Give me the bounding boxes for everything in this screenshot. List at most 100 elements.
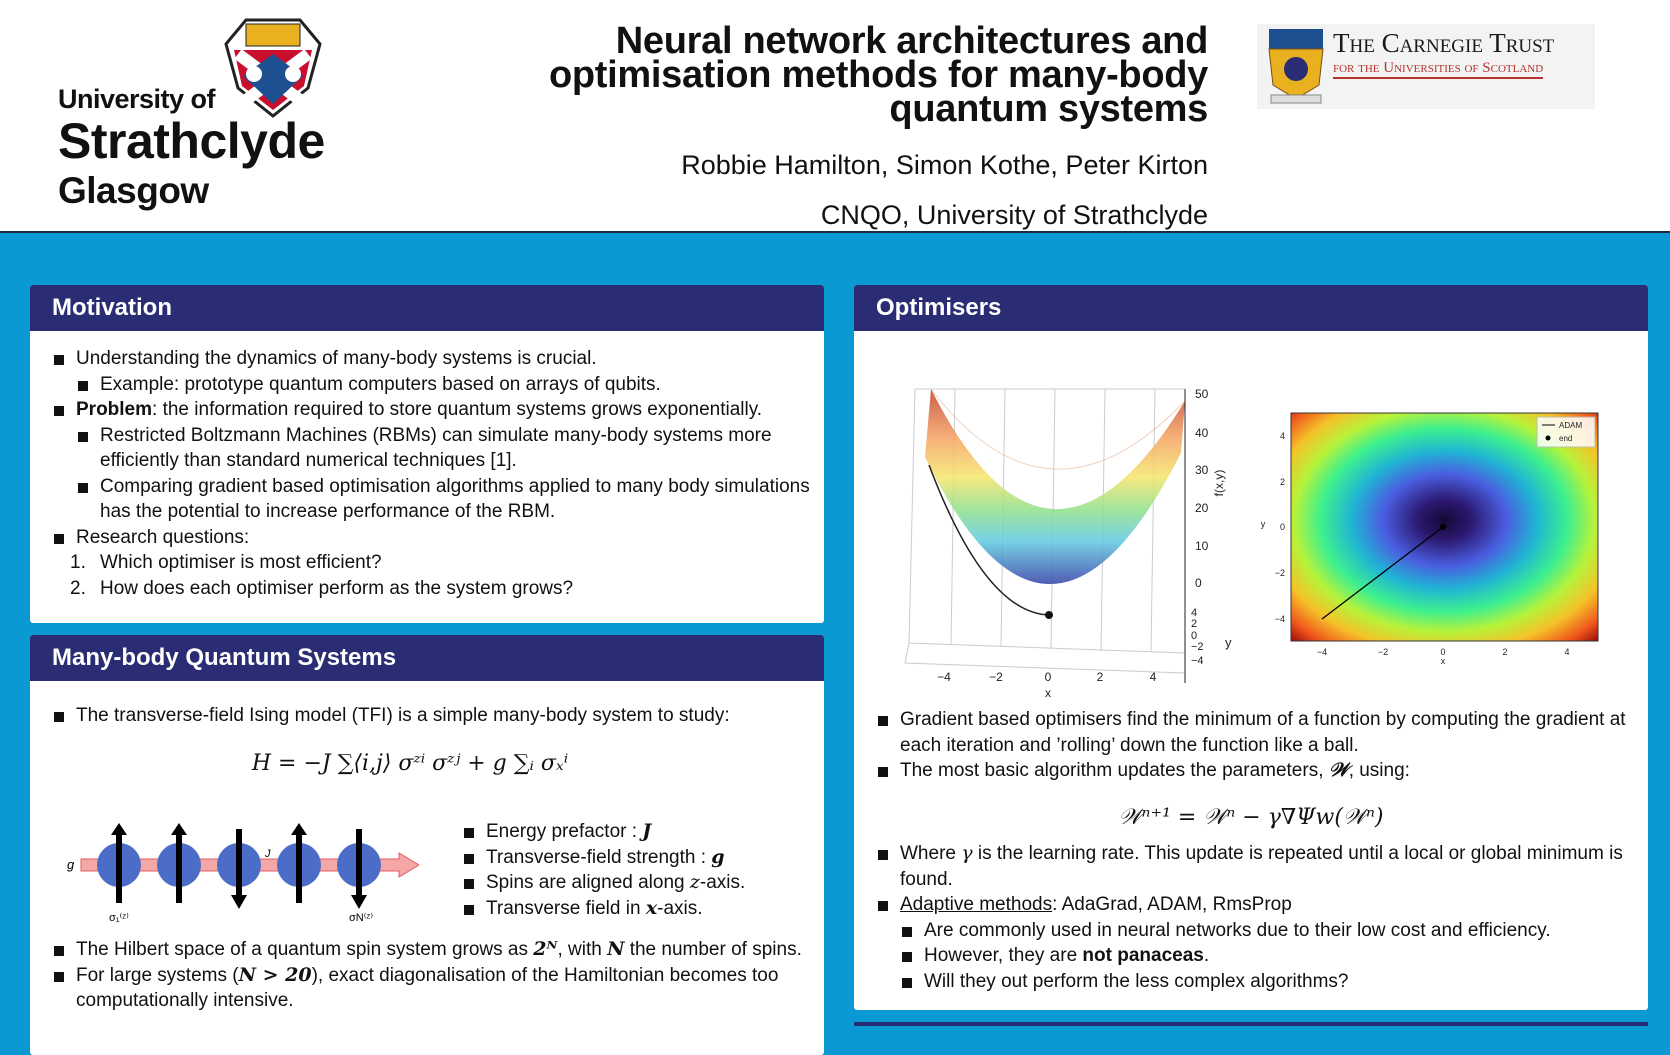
text-run: γ <box>961 842 973 864</box>
text-run: N <box>607 938 625 960</box>
university-line: Strathclyde <box>58 113 325 169</box>
poster-title: Neural network architectures and optimis… <box>548 22 1208 128</box>
bullet <box>54 946 64 956</box>
text-run: z <box>689 871 700 893</box>
tick-label: −4 <box>1275 614 1285 624</box>
text-run: Understanding the dynamics of many-body … <box>76 348 597 369</box>
text-run: Spins are aligned along <box>486 872 690 893</box>
tick-label: −2 <box>989 670 1003 684</box>
list-item: For large systems (N > 20), exact diagon… <box>30 963 824 1014</box>
bullet <box>464 853 474 864</box>
tick-label: 4 <box>1191 607 1197 619</box>
text-run: not panaceas <box>1082 945 1204 966</box>
sponsor-subtitle: for the Universities of Scotland <box>1333 60 1544 79</box>
tick-label: −4 <box>1317 647 1327 657</box>
list-item: Problem: the information required to sto… <box>30 397 824 423</box>
bullet <box>78 431 88 442</box>
tick-label: 2 <box>1280 477 1285 487</box>
bullet <box>878 767 888 777</box>
bullet <box>464 904 474 915</box>
text-run: Energy prefactor : <box>486 821 643 842</box>
text-run: Research questions: <box>76 526 250 548</box>
authors: Robbie Hamilton, Simon Kothe, Peter Kirt… <box>681 150 1208 180</box>
text-run: -axis. <box>657 897 703 919</box>
bullet <box>78 482 88 493</box>
list-item: Transverse field in x-axis. <box>440 896 820 922</box>
university-crest <box>224 18 322 118</box>
title-line: optimisation methods for many-body <box>548 54 1208 96</box>
text-run: Restricted Boltzmann Machines (RBMs) can… <box>100 424 772 472</box>
panel-title: Many-body Quantum Systems <box>30 635 824 681</box>
list-item: Research questions: <box>30 525 824 551</box>
text-run: Comparing gradient based optimisation al… <box>100 475 810 523</box>
panel-title: Optimisers <box>854 285 1648 331</box>
text-run: The most basic algorithm updates the par… <box>900 760 1329 781</box>
sponsor-logo: The Carnegie Trust for the Universities … <box>1257 24 1595 109</box>
axis-label: y <box>1261 519 1266 529</box>
list-item: 2. How does each optimiser perform as the… <box>30 576 824 602</box>
tick-label: 0 <box>1195 576 1202 590</box>
text-run: Which optimiser is most efficient? <box>100 552 382 573</box>
header: University of Strathclyde Glasgow Neural… <box>0 0 1670 233</box>
university-line: Glasgow <box>58 170 209 211</box>
tick-label: 4 <box>1280 431 1285 441</box>
tick-label: 4 <box>1564 647 1569 657</box>
item-number: 2. <box>70 577 86 599</box>
sponsor-name: The Carnegie Trust <box>1333 28 1555 58</box>
text-run: For large systems ( <box>76 964 239 986</box>
list-item: Spins are aligned along z-axis. <box>440 870 820 896</box>
axis-label: x <box>1045 686 1051 700</box>
bullet <box>464 879 474 889</box>
spin-label: σ₁⁽ᶻ⁾ <box>109 912 129 924</box>
bullet <box>54 355 64 365</box>
field-label: g <box>67 857 75 872</box>
text-run: How does each optimiser perform as the s… <box>100 577 574 599</box>
tick-label: 20 <box>1195 501 1209 515</box>
tick-label: 4 <box>1150 670 1157 684</box>
bullet <box>54 533 64 544</box>
text-run: Gradient based optimisers find the minim… <box>900 709 1626 756</box>
text-run: x <box>645 896 658 919</box>
tick-label: 30 <box>1195 463 1209 477</box>
text-run: Adaptive methods <box>900 894 1053 915</box>
tick-label: 0 <box>1440 647 1445 657</box>
bullet-list: The Hilbert space of a quantum spin syst… <box>30 937 824 1014</box>
list-item: The Hilbert space of a quantum spin syst… <box>30 937 824 963</box>
tick-label: 2 <box>1191 618 1197 630</box>
bullet-list: Understanding the dynamics of many-body … <box>30 346 824 601</box>
text-run: Will they out perform the less complex a… <box>924 970 1349 992</box>
optimisers-panel: Optimisers 50 40 30 20 10 0 f(x,y) −4 −2 0 2 4 x 4 2 0−… <box>854 285 1648 1010</box>
axis-label: f(x,y) <box>1212 470 1226 497</box>
list-item: Where γ is the learning rate. This updat… <box>854 841 1648 892</box>
list-item: Gradient based optimisers find the minim… <box>854 707 1648 758</box>
list-item: Are commonly used in neural networks due… <box>854 918 1648 944</box>
legend-label: ADAM <box>1559 421 1582 430</box>
text-run: -axis. <box>699 872 746 893</box>
tick-label: 10 <box>1195 539 1209 553</box>
tick-label: 0 <box>1280 522 1285 532</box>
coupling-label: J <box>264 848 271 860</box>
tick-label: 2 <box>1097 670 1104 684</box>
list-item: Example: prototype quantum computers bas… <box>30 372 824 398</box>
list-item: Adaptive methods: AdaGrad, ADAM, RmsProp <box>854 892 1648 918</box>
text-run: , with <box>557 939 608 960</box>
tick-label: −4 <box>1191 655 1204 667</box>
tick-label: 0 <box>1191 630 1197 642</box>
text-run: . <box>1203 945 1210 966</box>
text-run: : AdaGrad, ADAM, RmsProp <box>1052 894 1292 915</box>
axis-label: x <box>1441 656 1446 665</box>
text-run: , using: <box>1348 760 1410 781</box>
tick-label: −2 <box>1378 647 1388 657</box>
list-item: However, they are not panaceas. <box>854 943 1648 969</box>
list-item: Will they out perform the less complex a… <box>854 969 1648 995</box>
bullet <box>54 971 64 982</box>
list-item: Energy prefactor : J <box>440 819 820 845</box>
text-run: J <box>642 820 652 842</box>
sponsor-crest <box>1268 29 1324 104</box>
motivation-panel: Motivation Understanding the dynamics of… <box>30 285 824 623</box>
text-run: N > 20 <box>238 963 312 986</box>
bullet <box>902 977 912 988</box>
contour-plot: −4 −2 0 2 4 x 4 2 0 −2 −4 y ADAM end <box>1261 412 1599 665</box>
